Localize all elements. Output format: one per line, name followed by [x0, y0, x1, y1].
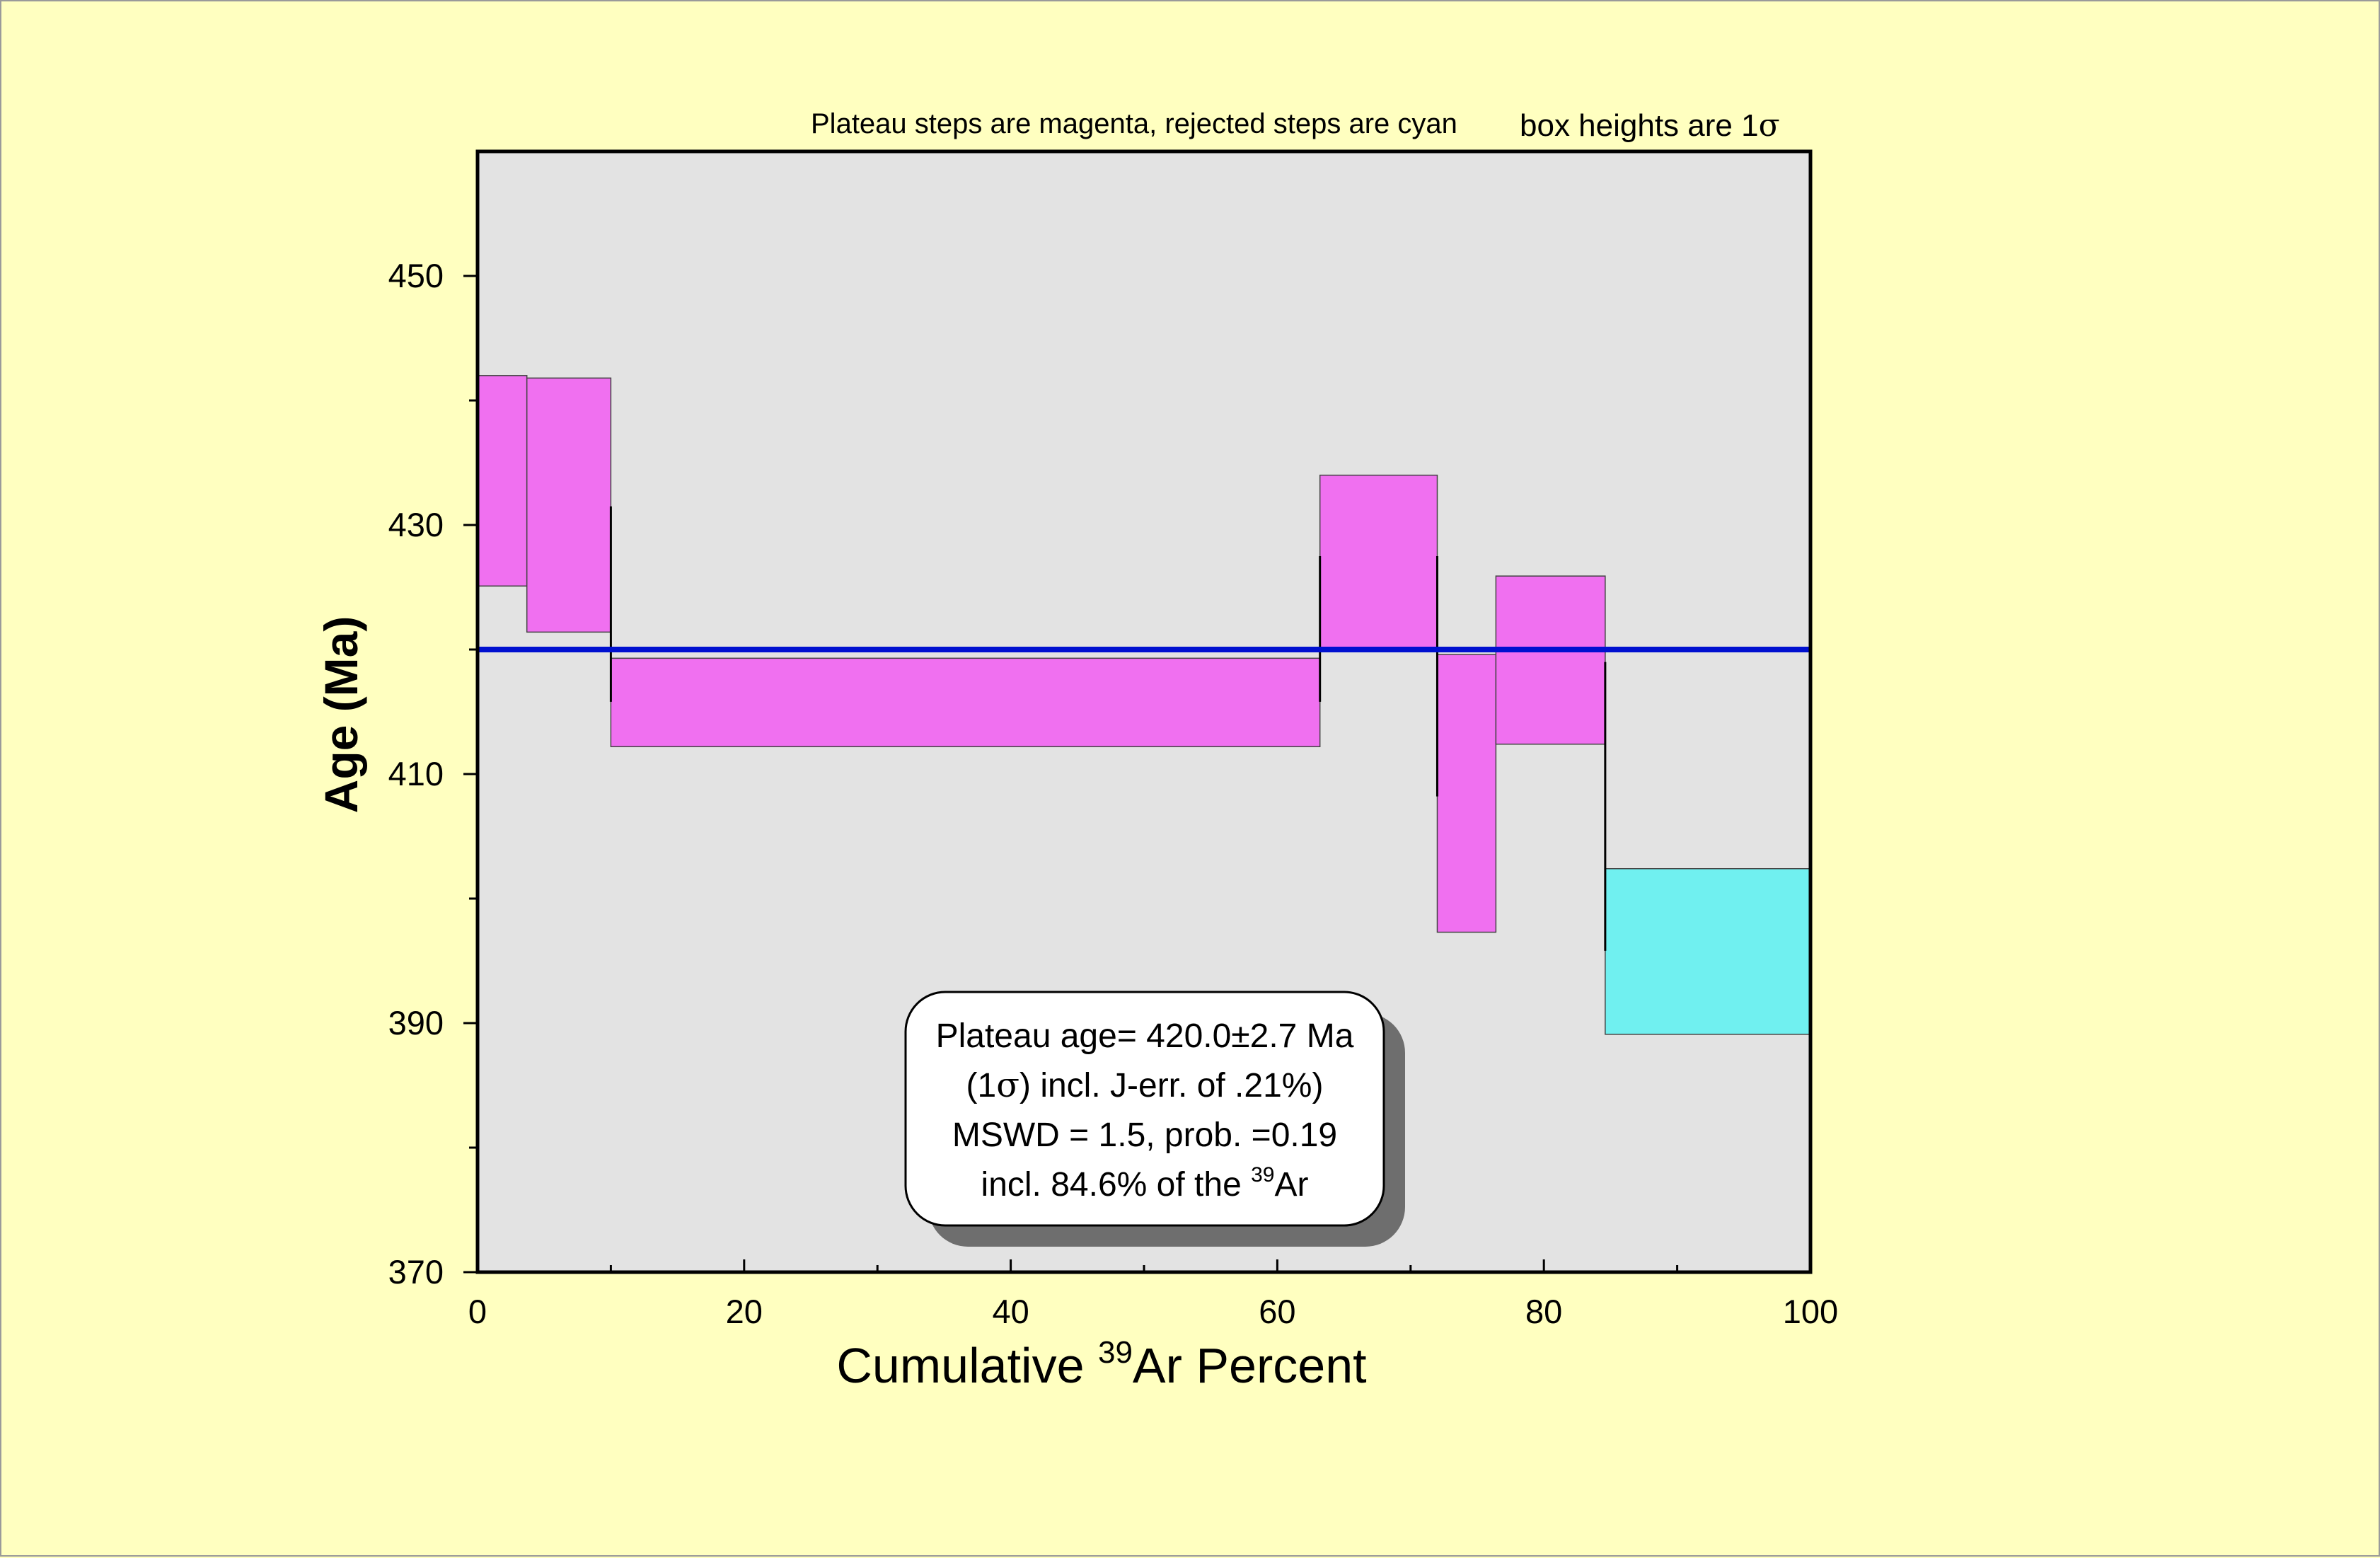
chart-note-colors: Plateau steps are magenta, rejected step… — [811, 108, 1457, 139]
steps-layer — [477, 375, 1811, 1035]
connectors-layer — [609, 506, 1607, 951]
plateau-step-box-1 — [477, 375, 528, 587]
chart-note-box-heights: box heights are 1σ — [1520, 108, 1780, 144]
summary-sigma-jerr: (1σ) incl. J-err. of .21%) — [966, 1066, 1324, 1105]
y-tick-label: 430 — [388, 506, 444, 543]
x-tick-label: 40 — [992, 1293, 1029, 1330]
y-tick-label: 450 — [388, 257, 444, 294]
axis-ticks: 0 20 40 60 80 100 370 390 410 430 450 — [388, 257, 1839, 1330]
plateau-step-box-6 — [1495, 575, 1606, 745]
plateau-step-box-2 — [526, 377, 612, 633]
y-axis-label: Age (Ma) — [315, 616, 367, 814]
x-tick-label: 60 — [1259, 1293, 1295, 1330]
x-tick-label: 20 — [726, 1293, 763, 1330]
x-tick-label: 80 — [1525, 1293, 1562, 1330]
summary-box-panel — [904, 991, 1385, 1227]
y-tick-label: 370 — [388, 1253, 444, 1291]
rejected-step-box-7 — [1605, 868, 1811, 1035]
summary-mswd: MSWD = 1.5, prob. =0.19 — [952, 1116, 1337, 1154]
plot-frame — [475, 149, 1813, 1274]
x-tick-label: 0 — [468, 1293, 487, 1330]
plateau-summary-box: Plateau age= 420.0±2.7 Ma (1σ) incl. J-e… — [904, 991, 1405, 1247]
plateau-step-box-4 — [1319, 474, 1438, 650]
y-tick-label: 390 — [388, 1004, 444, 1041]
x-tick-label: 100 — [1783, 1293, 1838, 1330]
plateau-step-box-3 — [610, 657, 1321, 748]
x-axis-label: Cumulative 39Ar Percent — [836, 1335, 1366, 1393]
summary-plateau-age: Plateau age= 420.0±2.7 Ma — [936, 1017, 1354, 1055]
summary-percent-ar: incl. 84.6% of the 39Ar — [981, 1163, 1309, 1204]
y-tick-label: 410 — [388, 755, 444, 792]
plateau-step-box-5 — [1436, 654, 1497, 933]
